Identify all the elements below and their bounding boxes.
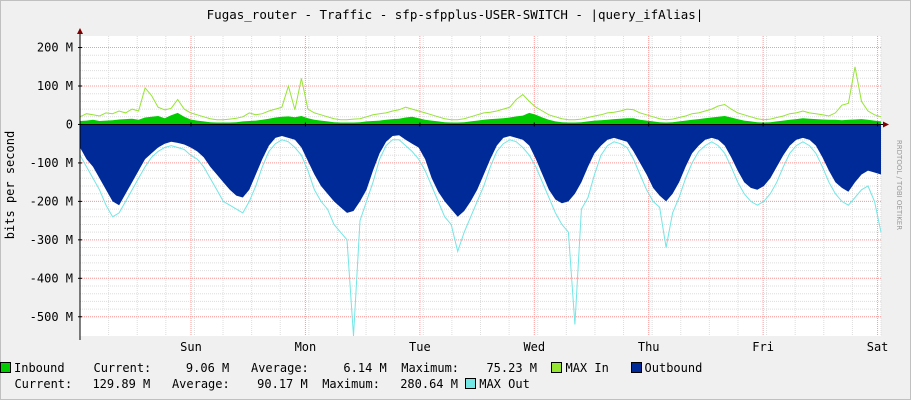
legend-inbound-label: Inbound bbox=[14, 361, 65, 375]
legend-inbound: Inbound bbox=[0, 361, 65, 375]
x-tick-label: Wed bbox=[523, 340, 545, 354]
series-inbound-area bbox=[80, 112, 881, 125]
legend-max-in-label: MAX In bbox=[565, 361, 609, 375]
series-outbound-area bbox=[80, 124, 881, 217]
x-tick-label: Sun bbox=[180, 340, 202, 354]
legend-max-out: MAX Out bbox=[465, 377, 530, 391]
legend-max-out-label: MAX Out bbox=[479, 377, 530, 391]
outbound-current-label: Current: bbox=[14, 377, 73, 391]
chart-title: Fugas_router - Traffic - sfp-sfpplus-USE… bbox=[207, 7, 704, 22]
x-tick-label: Thu bbox=[638, 340, 660, 354]
y-tick-label: -500 M bbox=[30, 310, 73, 324]
legend-row-2: Current: 129.89 M Average: 90.17 M Maximum… bbox=[0, 377, 911, 391]
max-in-swatch-icon bbox=[551, 362, 563, 373]
y-tick-labels: 200 M 100 M 0 -100 M -200 M -300 M -400 M -500 … bbox=[30, 41, 73, 324]
outbound-current-value: 129.89 M bbox=[92, 377, 151, 391]
inbound-maximum-label: Maximum: bbox=[401, 361, 460, 375]
outbound-maximum-value: 280.64 M bbox=[400, 377, 458, 391]
inbound-current-value: 9.06 M bbox=[185, 361, 230, 375]
x-tick-label: Tue bbox=[409, 340, 431, 354]
outbound-swatch-icon bbox=[630, 362, 642, 373]
outbound-average-label: Average: bbox=[171, 377, 230, 391]
y-tick-label: 100 M bbox=[37, 79, 73, 93]
series-max-out-line bbox=[79, 139, 882, 337]
x-axis-arrow-icon bbox=[883, 121, 889, 128]
series-layer bbox=[79, 66, 882, 337]
legend-max-in: MAX In bbox=[551, 361, 609, 375]
outbound-maximum-label: Maximum: bbox=[322, 377, 380, 391]
rrdtool-watermark: RRDTOOL / TOBI OETIKER bbox=[895, 140, 903, 230]
y-axis-label: bits per second bbox=[3, 131, 17, 239]
axes bbox=[77, 28, 889, 340]
x-tick-label: Sat bbox=[867, 340, 889, 354]
inbound-average-label: Average: bbox=[250, 361, 309, 375]
legend-row-1: Inbound Current: 9.06 M Average: 6.14 M Ma… bbox=[0, 361, 911, 375]
outbound-average-value: 90.17 M bbox=[257, 377, 308, 391]
legend-outbound: Outbound bbox=[630, 361, 703, 375]
series-max-in-line bbox=[79, 66, 882, 121]
y-tick-label: -200 M bbox=[30, 194, 73, 208]
x-tick-labels: Sun Mon Tue Wed Thu Fri Sat bbox=[180, 340, 888, 354]
max-out-swatch-icon bbox=[465, 378, 477, 389]
inbound-current-label: Current: bbox=[93, 361, 152, 375]
inbound-swatch-icon bbox=[0, 362, 11, 373]
x-tick-label: Mon bbox=[295, 340, 317, 354]
x-tick-label: Fri bbox=[752, 340, 774, 354]
inbound-average-value: 6.14 M bbox=[343, 361, 387, 375]
inbound-maximum-value: 75.23 M bbox=[486, 361, 538, 375]
y-tick-label: -300 M bbox=[30, 233, 73, 247]
y-axis-arrow-icon bbox=[77, 28, 83, 34]
y-tick-label: 0 bbox=[66, 117, 73, 131]
legend-outbound-label: Outbound bbox=[644, 361, 703, 375]
y-tick-label: 200 M bbox=[37, 41, 73, 55]
y-tick-label: -400 M bbox=[30, 271, 73, 285]
y-tick-label: -100 M bbox=[30, 156, 73, 170]
